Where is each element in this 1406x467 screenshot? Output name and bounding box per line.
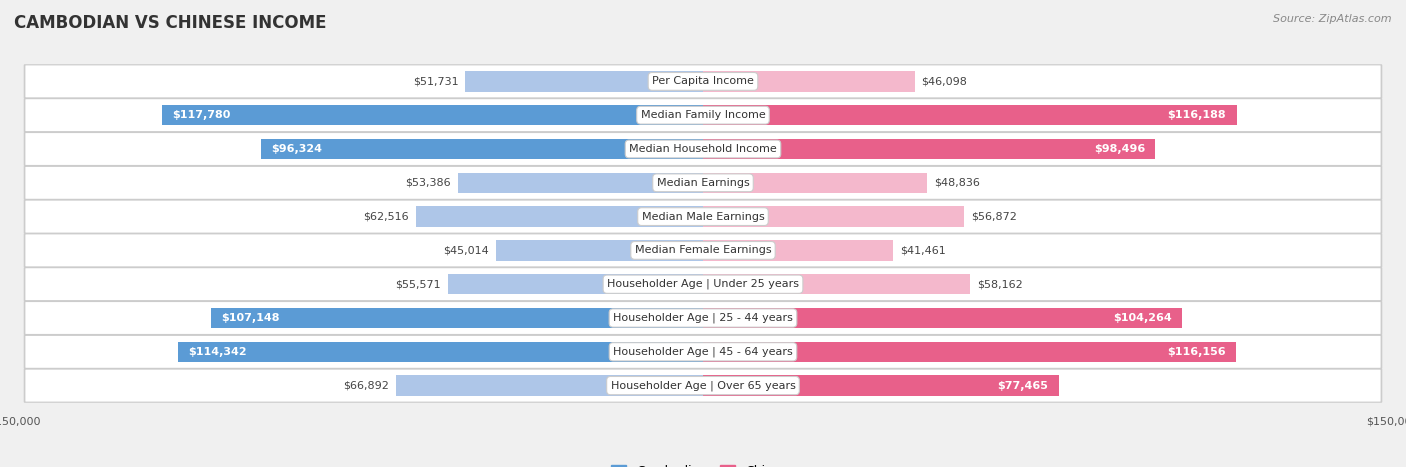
Text: Householder Age | 45 - 64 years: Householder Age | 45 - 64 years bbox=[613, 347, 793, 357]
FancyBboxPatch shape bbox=[25, 302, 1381, 334]
Bar bbox=[177, 342, 703, 362]
Text: Median Earnings: Median Earnings bbox=[657, 178, 749, 188]
Bar bbox=[465, 71, 703, 92]
FancyBboxPatch shape bbox=[24, 133, 1382, 165]
Text: Householder Age | 25 - 44 years: Householder Age | 25 - 44 years bbox=[613, 313, 793, 323]
Text: $117,780: $117,780 bbox=[173, 110, 231, 120]
FancyBboxPatch shape bbox=[24, 335, 1382, 368]
FancyBboxPatch shape bbox=[24, 65, 1382, 98]
Bar bbox=[703, 173, 928, 193]
FancyBboxPatch shape bbox=[24, 268, 1382, 301]
Bar bbox=[703, 71, 915, 92]
FancyBboxPatch shape bbox=[25, 336, 1381, 368]
Bar bbox=[416, 206, 703, 227]
Text: $62,516: $62,516 bbox=[363, 212, 409, 222]
Text: $51,731: $51,731 bbox=[413, 77, 458, 86]
Text: Median Female Earnings: Median Female Earnings bbox=[634, 245, 772, 255]
Text: $98,496: $98,496 bbox=[1094, 144, 1144, 154]
Bar bbox=[703, 308, 1182, 328]
Bar bbox=[703, 240, 893, 261]
Text: $107,148: $107,148 bbox=[221, 313, 280, 323]
Text: $46,098: $46,098 bbox=[921, 77, 967, 86]
FancyBboxPatch shape bbox=[25, 99, 1381, 131]
Bar bbox=[447, 274, 703, 294]
FancyBboxPatch shape bbox=[25, 370, 1381, 402]
Text: Householder Age | Over 65 years: Householder Age | Over 65 years bbox=[610, 380, 796, 391]
Text: Householder Age | Under 25 years: Householder Age | Under 25 years bbox=[607, 279, 799, 290]
Bar bbox=[703, 342, 1236, 362]
Text: $55,571: $55,571 bbox=[395, 279, 441, 289]
FancyBboxPatch shape bbox=[24, 200, 1382, 233]
Text: $53,386: $53,386 bbox=[405, 178, 451, 188]
Text: $116,188: $116,188 bbox=[1168, 110, 1226, 120]
FancyBboxPatch shape bbox=[25, 167, 1381, 198]
Text: Per Capita Income: Per Capita Income bbox=[652, 77, 754, 86]
FancyBboxPatch shape bbox=[24, 302, 1382, 334]
Text: Median Family Income: Median Family Income bbox=[641, 110, 765, 120]
FancyBboxPatch shape bbox=[25, 234, 1381, 266]
Bar bbox=[395, 375, 703, 396]
Legend: Cambodian, Chinese: Cambodian, Chinese bbox=[606, 460, 800, 467]
Text: $77,465: $77,465 bbox=[998, 381, 1049, 390]
FancyBboxPatch shape bbox=[24, 369, 1382, 402]
Text: $96,324: $96,324 bbox=[271, 144, 322, 154]
Text: $104,264: $104,264 bbox=[1112, 313, 1171, 323]
Text: $116,156: $116,156 bbox=[1167, 347, 1226, 357]
Text: Source: ZipAtlas.com: Source: ZipAtlas.com bbox=[1274, 14, 1392, 24]
Bar bbox=[703, 375, 1059, 396]
Text: $66,892: $66,892 bbox=[343, 381, 389, 390]
Bar bbox=[458, 173, 703, 193]
FancyBboxPatch shape bbox=[25, 269, 1381, 300]
FancyBboxPatch shape bbox=[25, 201, 1381, 233]
Text: $41,461: $41,461 bbox=[900, 245, 946, 255]
Bar bbox=[496, 240, 703, 261]
Bar bbox=[211, 308, 703, 328]
Text: $45,014: $45,014 bbox=[444, 245, 489, 255]
Bar bbox=[260, 139, 703, 159]
Text: $56,872: $56,872 bbox=[972, 212, 1017, 222]
FancyBboxPatch shape bbox=[25, 65, 1381, 97]
Text: $114,342: $114,342 bbox=[188, 347, 247, 357]
Text: Median Male Earnings: Median Male Earnings bbox=[641, 212, 765, 222]
Bar bbox=[162, 105, 703, 125]
Bar bbox=[703, 139, 1156, 159]
FancyBboxPatch shape bbox=[24, 166, 1382, 199]
FancyBboxPatch shape bbox=[25, 133, 1381, 165]
Text: Median Household Income: Median Household Income bbox=[628, 144, 778, 154]
Text: $58,162: $58,162 bbox=[977, 279, 1022, 289]
Text: CAMBODIAN VS CHINESE INCOME: CAMBODIAN VS CHINESE INCOME bbox=[14, 14, 326, 32]
FancyBboxPatch shape bbox=[24, 234, 1382, 267]
FancyBboxPatch shape bbox=[24, 99, 1382, 132]
Bar bbox=[703, 105, 1237, 125]
Bar bbox=[703, 274, 970, 294]
Text: $48,836: $48,836 bbox=[934, 178, 980, 188]
Bar bbox=[703, 206, 965, 227]
